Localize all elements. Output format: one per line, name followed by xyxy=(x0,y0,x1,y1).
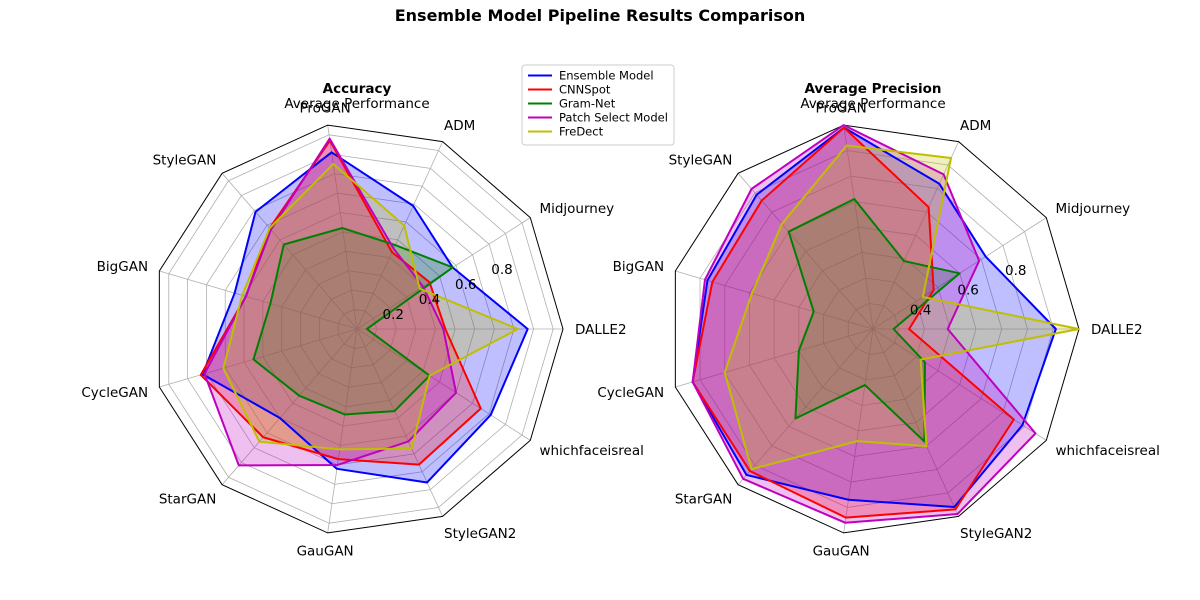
accuracy-grid-ring xyxy=(187,153,534,505)
average-precision-category-label-stylegan2: StyleGAN2 xyxy=(960,526,1032,542)
accuracy-radar-panel: 0.2 0.4 0.6 0.8 DALLE2 Midjourney ADM ProGAN St… xyxy=(81,81,644,560)
average-precision-category-label-gaugan: GauGAN xyxy=(813,544,870,560)
accuracy-rtick-label: 0.2 xyxy=(383,307,404,323)
accuracy-grid-ring xyxy=(318,289,397,369)
accuracy-category-label-stylegan2: StyleGAN2 xyxy=(444,526,516,542)
accuracy-category-label-adm: ADM xyxy=(444,118,475,134)
accuracy-category-label-cyclegan: CycleGAN xyxy=(81,385,148,401)
average-precision-grid-ring xyxy=(847,303,900,355)
legend-label-fredect: FreDect xyxy=(559,125,604,139)
accuracy-category-label-biggan: BigGAN xyxy=(97,259,148,275)
accuracy-fill-fredect xyxy=(223,163,518,450)
accuracy-spoke-adm xyxy=(356,141,443,330)
average-precision-rtick-label: 0.6 xyxy=(957,283,978,299)
average-precision-line-cnnspot xyxy=(691,126,1015,519)
average-precision-grid-ring xyxy=(823,277,925,381)
accuracy-rtick-label: 0.6 xyxy=(455,277,476,293)
accuracy-category-label-stylegan: StyleGAN xyxy=(153,153,217,169)
accuracy-spoke-stargan xyxy=(221,328,358,485)
average-precision-category-label-progan: ProGAN xyxy=(816,100,867,116)
accuracy-line-cnnspot xyxy=(199,139,482,466)
figure-title: Ensemble Model Pipeline Results Comparis… xyxy=(395,6,806,25)
accuracy-grid-ring xyxy=(243,212,476,446)
accuracy-spoke-stylegan xyxy=(221,173,358,330)
legend-label-gram-net: Gram-Net xyxy=(559,97,616,111)
accuracy-grid-ring xyxy=(206,173,515,485)
accuracy-grid-ring xyxy=(300,270,417,388)
accuracy-chart-subtitle: Average Performance xyxy=(284,96,429,112)
accuracy-fill-cnnspot xyxy=(200,140,481,465)
average-precision-category-label-stargan: StarGAN xyxy=(675,491,732,507)
average-precision-chart-title: Average Precision xyxy=(804,81,941,97)
legend-frame xyxy=(521,64,675,146)
average-precision-fill-cnnspot xyxy=(692,127,1014,518)
average-precision-radar-panel: 0.4 0.6 0.8 DALLE2 Midjourney ADM ProGAN Style… xyxy=(597,81,1160,560)
accuracy-grid-ring xyxy=(337,309,378,349)
accuracy-chart-title: Accuracy xyxy=(323,81,392,97)
accuracy-line-fredect xyxy=(222,162,519,451)
legend-label-cnnspot: CNNSpot xyxy=(559,83,611,97)
legend-label-patch-select-model: Patch Select Model xyxy=(559,111,668,125)
accuracy-rtick-label: 0.8 xyxy=(491,262,512,278)
average-precision-grid-ring xyxy=(773,226,977,432)
accuracy-category-label-whichfaceisreal: whichfaceisreal xyxy=(539,443,643,459)
accuracy-fill-ensemble-model xyxy=(202,152,528,483)
average-precision-category-label-biggan: BigGAN xyxy=(613,259,664,275)
accuracy-grid-ring xyxy=(281,250,436,408)
legend-label-ensemble-model: Ensemble Model xyxy=(559,69,654,83)
accuracy-category-label-progan: ProGAN xyxy=(300,100,351,116)
accuracy-category-label-stargan: StarGAN xyxy=(159,491,216,507)
average-precision-category-label-whichfaceisreal: whichfaceisreal xyxy=(1055,443,1159,459)
accuracy-spoke-whichfaceisreal xyxy=(356,328,531,441)
accuracy-spoke-gaugan xyxy=(327,328,358,533)
average-precision-category-label-midjourney: Midjourney xyxy=(1055,201,1130,217)
accuracy-grid-ring xyxy=(224,192,495,466)
accuracy-category-label-gaugan: GauGAN xyxy=(297,544,354,560)
accuracy-spoke-biggan xyxy=(159,270,358,330)
average-precision-rtick-label: 0.4 xyxy=(910,302,931,318)
accuracy-line-gram-net xyxy=(252,227,454,416)
average-precision-category-label-cyclegan: CycleGAN xyxy=(597,385,664,401)
average-precision-grid-ring xyxy=(749,201,1003,457)
average-precision-fill-fredect xyxy=(724,145,1079,470)
average-precision-line-patch-select-model xyxy=(691,124,1037,524)
average-precision-fill-gram-net xyxy=(788,199,960,442)
average-precision-category-label-adm: ADM xyxy=(960,118,991,134)
accuracy-spoke-cyclegan xyxy=(159,328,358,388)
average-precision-category-label-stylegan: StyleGAN xyxy=(669,153,733,169)
accuracy-category-label-dalle2: DALLE2 xyxy=(575,322,627,338)
average-precision-rtick-label: 0.8 xyxy=(1005,263,1026,279)
accuracy-category-label-midjourney: Midjourney xyxy=(539,201,614,217)
accuracy-grid-ring xyxy=(168,134,554,524)
accuracy-spoke-stylegan2 xyxy=(356,328,443,517)
accuracy-rtick-label: 0.4 xyxy=(419,292,440,308)
accuracy-line-ensemble-model xyxy=(201,151,529,484)
accuracy-outer-frame xyxy=(158,124,564,534)
average-precision-outer-frame xyxy=(674,124,1080,534)
average-precision-line-fredect xyxy=(723,144,1080,471)
average-precision-fill-patch-select-model xyxy=(692,125,1036,523)
accuracy-fill-patch-select-model xyxy=(204,138,457,466)
accuracy-fill-gram-net xyxy=(253,228,453,415)
average-precision-chart-subtitle: Average Performance xyxy=(800,96,945,112)
legend: Ensemble Model CNNSpot Gram-Net Patch Se… xyxy=(521,64,675,146)
average-precision-category-label-dalle2: DALLE2 xyxy=(1091,322,1143,338)
